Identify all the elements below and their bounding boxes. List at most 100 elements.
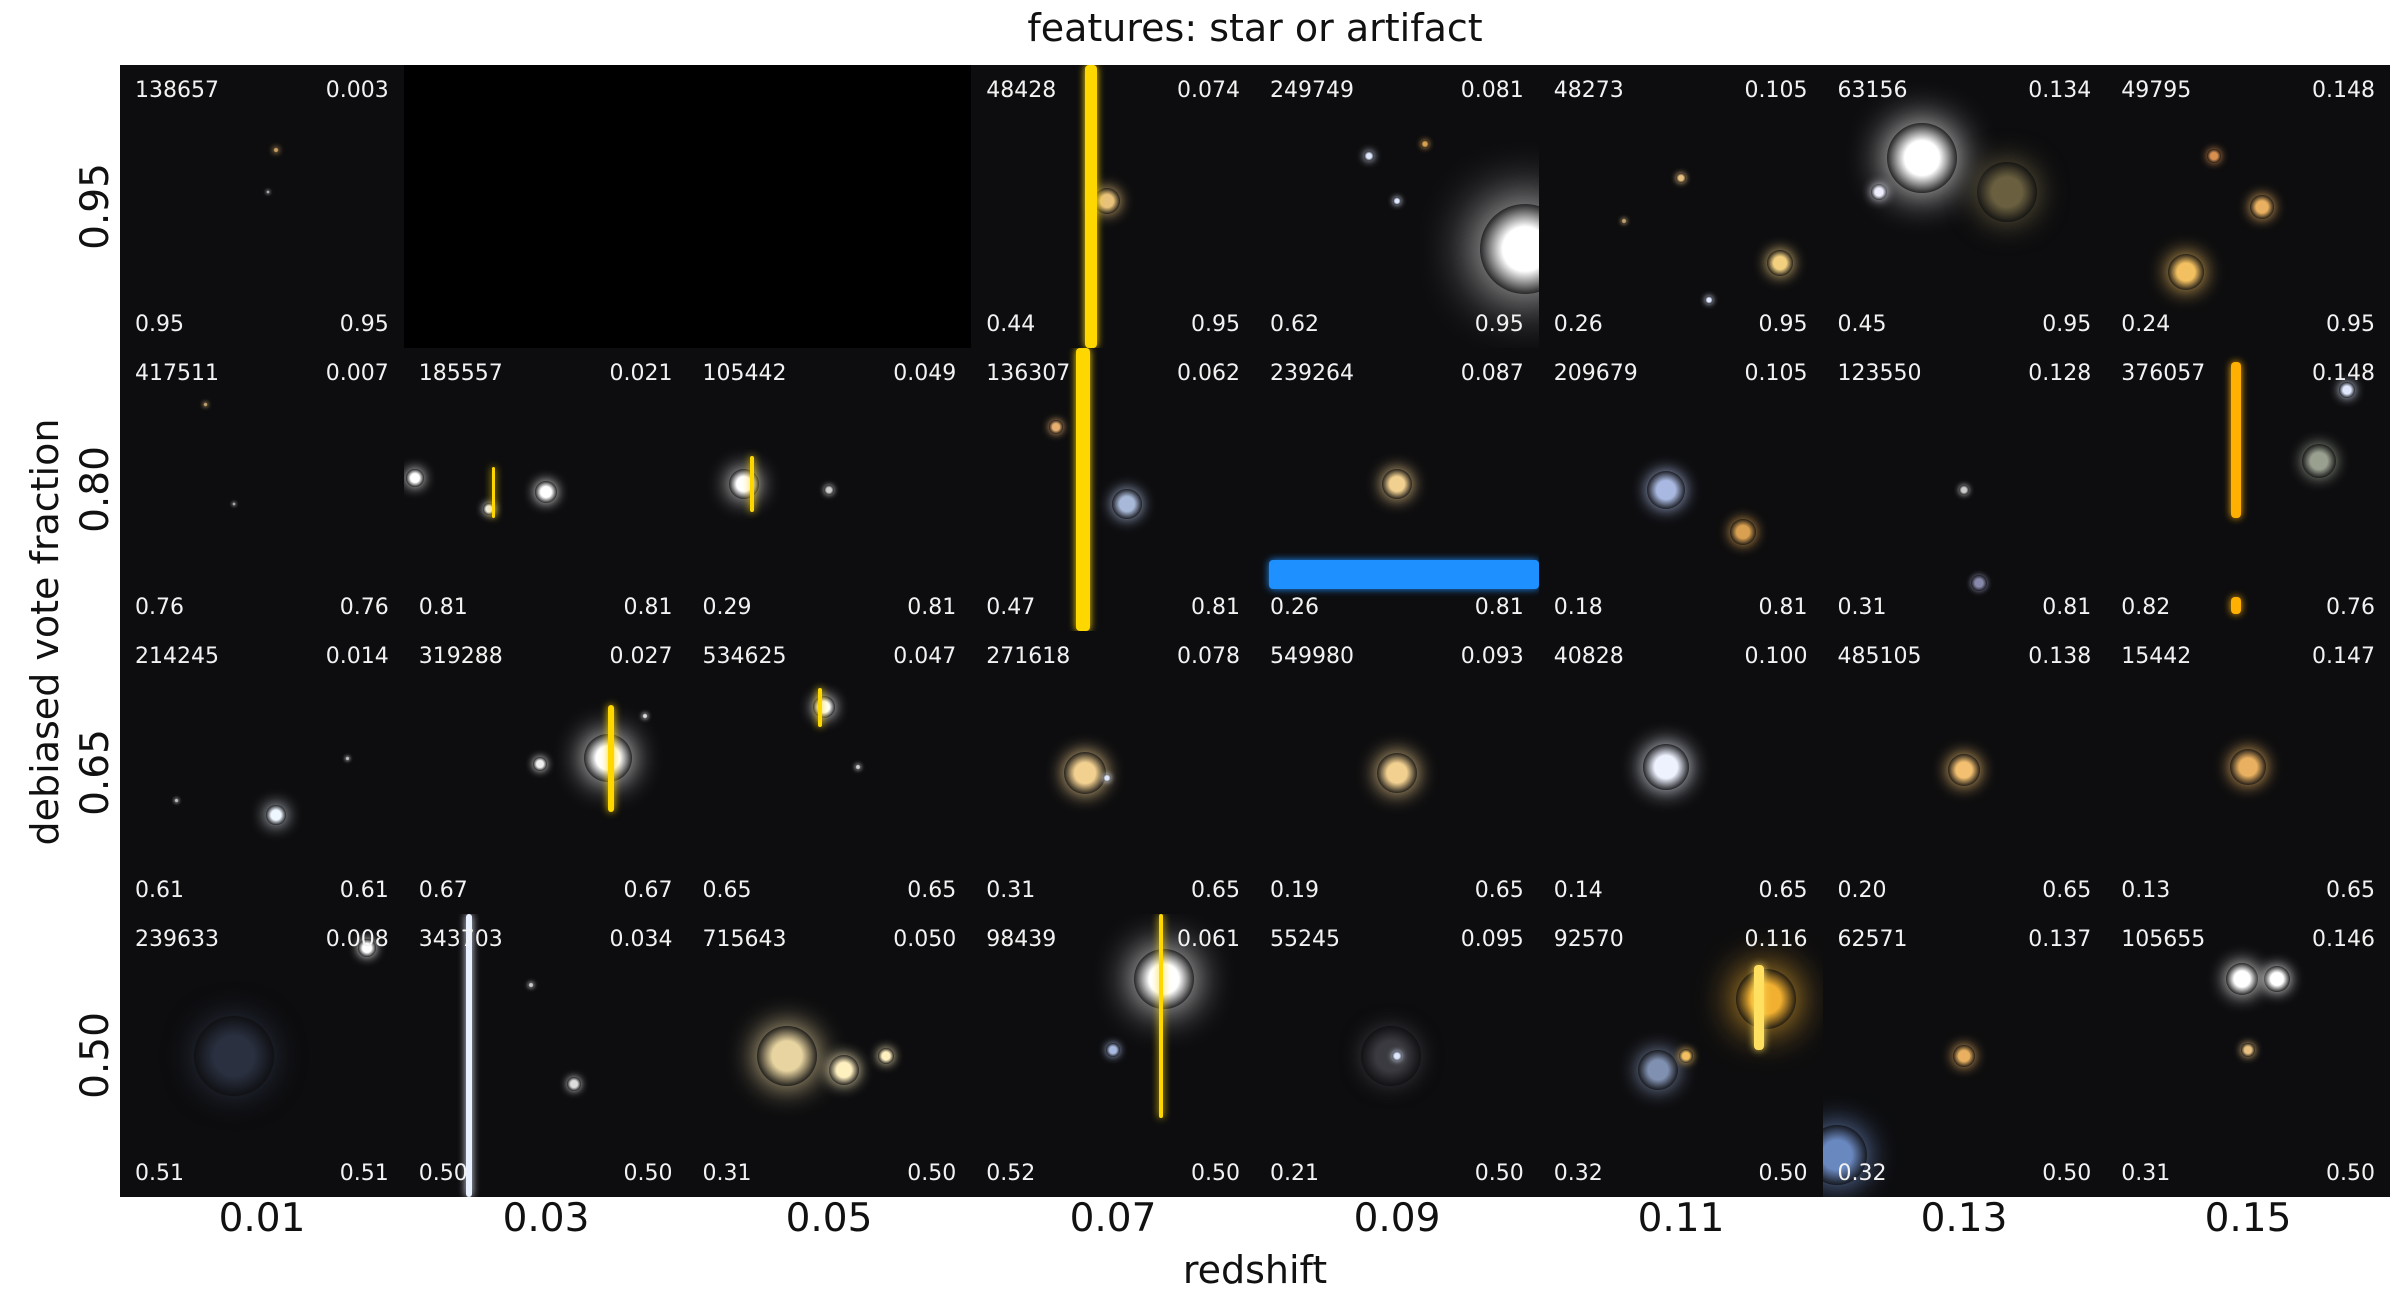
source-blob <box>202 402 208 408</box>
cutout-id-label: 15442 <box>2121 644 2192 669</box>
cutout-redshift-label: 0.003 <box>325 78 389 103</box>
artifact-streak <box>1269 560 1539 589</box>
galaxy-cutout: 62571 0.137 0.32 0.50 <box>1822 914 2107 1197</box>
galaxy-cutout: 485105 0.138 0.20 0.65 <box>1822 631 2107 914</box>
cutout-vote-label-right: 0.81 <box>1758 595 1808 620</box>
galaxy-cutout: 549980 0.093 0.19 0.65 <box>1255 631 1539 914</box>
cutout-vote-label-left: 0.31 <box>702 1161 752 1186</box>
artifact-streak <box>1754 964 1765 1050</box>
cutout-id-label: 105442 <box>702 361 787 386</box>
cutout-vote-label-left: 0.21 <box>1270 1161 1319 1186</box>
x-tick-7: 0.15 <box>2204 1196 2292 1241</box>
cutout-id-label: 549980 <box>1270 644 1354 669</box>
cutout-vote-label-left: 0.31 <box>986 878 1036 903</box>
source-blob <box>1970 574 1987 591</box>
galaxy-cutout: 319288 0.027 0.67 0.67 <box>403 631 688 914</box>
cutout-redshift-label: 0.105 <box>1744 361 1808 386</box>
source-blob <box>528 981 535 988</box>
x-tick-1: 0.03 <box>502 1196 590 1241</box>
cutout-redshift-label: 0.093 <box>1460 644 1524 669</box>
source-blob <box>266 804 287 825</box>
source-blob <box>1643 743 1690 790</box>
galaxy-cutout: 98439 0.061 0.52 0.50 <box>971 914 1255 1197</box>
source-blob <box>824 484 835 495</box>
source-blob <box>854 763 861 770</box>
y-axis-label: debiased vote fraction <box>23 418 67 846</box>
cutout-vote-label-right: 0.81 <box>907 595 957 620</box>
cutout-redshift-label: 0.095 <box>1460 927 1524 952</box>
cutout-redshift-label: 0.116 <box>1744 927 1808 952</box>
cutout-vote-label-right: 0.67 <box>623 878 673 903</box>
cutout-id-label: 376057 <box>2121 361 2206 386</box>
cutout-redshift-label: 0.027 <box>609 644 673 669</box>
x-tick-labels: 0.01 0.03 0.05 0.07 0.09 0.11 0.13 0.15 <box>120 1196 2390 1246</box>
cutout-vote-label-left: 0.29 <box>702 595 752 620</box>
x-tick-5: 0.11 <box>1637 1196 1725 1241</box>
x-tick-3: 0.07 <box>1069 1196 1157 1241</box>
cutout-redshift-label: 0.074 <box>1177 78 1240 103</box>
source-blob <box>2167 253 2204 290</box>
source-blob <box>344 755 350 761</box>
y-tick-0: 0.95 <box>72 163 118 250</box>
cutout-vote-label-left: 0.44 <box>986 312 1036 337</box>
cutout-id-label: 123550 <box>1837 361 1922 386</box>
cutout-id-label: 715643 <box>702 927 787 952</box>
source-blob <box>2226 963 2259 996</box>
source-blob <box>174 798 180 804</box>
cutout-id-label: 63156 <box>1837 78 1908 103</box>
cutout-redshift-label: 0.138 <box>2028 644 2092 669</box>
galaxy-cutout: 123550 0.128 0.31 0.81 <box>1822 348 2107 631</box>
source-blob <box>641 712 648 719</box>
cutout-vote-label-left: 0.32 <box>1837 1161 1887 1186</box>
source-blob <box>828 1054 859 1085</box>
source-blob <box>1049 420 1064 435</box>
source-blob <box>1392 196 1401 205</box>
cutout-redshift-label: 0.087 <box>1460 361 1524 386</box>
cutout-vote-label-left: 0.13 <box>2121 878 2171 903</box>
cutout-vote-label-right: 0.65 <box>2042 878 2092 903</box>
cutout-vote-label-left: 0.24 <box>2121 312 2171 337</box>
source-blob <box>1730 518 1757 545</box>
cutout-redshift-label: 0.148 <box>2312 361 2375 386</box>
cutout-id-label: 98439 <box>986 927 1057 952</box>
x-tick-0: 0.01 <box>218 1196 306 1241</box>
artifact-streak <box>1158 914 1163 1118</box>
cutout-vote-label-right: 0.51 <box>339 1161 389 1186</box>
cutout-id-label: 209679 <box>1553 361 1638 386</box>
source-blob <box>1953 1044 1976 1067</box>
cutout-id-label: 185557 <box>418 361 503 386</box>
cutout-id-label: 319288 <box>418 644 503 669</box>
x-tick-2: 0.05 <box>785 1196 873 1241</box>
cutout-redshift-label: 0.008 <box>325 927 389 952</box>
source-blob <box>193 1015 274 1096</box>
source-blob <box>1637 1049 1678 1090</box>
cutout-redshift-label: 0.137 <box>2028 927 2092 952</box>
source-blob <box>1675 173 1686 184</box>
cutout-id-label: 249749 <box>1270 78 1354 103</box>
cutout-id-label: 214245 <box>135 644 219 669</box>
cutout-id-label: 138657 <box>135 78 219 103</box>
cutout-vote-label-left: 0.47 <box>986 595 1036 620</box>
artifact-streak <box>466 914 473 1197</box>
galaxy-cutout: 49795 0.148 0.24 0.95 <box>2106 65 2390 348</box>
cutout-vote-label-right: 0.65 <box>1758 878 1808 903</box>
source-blob <box>2339 382 2356 399</box>
source-blob <box>729 468 760 499</box>
galaxy-cutout: 271618 0.078 0.31 0.65 <box>971 631 1255 914</box>
source-blob <box>2263 966 2290 993</box>
artifact-streak <box>749 455 754 513</box>
x-tick-6: 0.13 <box>1920 1196 2008 1241</box>
cutout-vote-label-left: 0.26 <box>1553 312 1603 337</box>
source-blob <box>1886 123 1957 194</box>
source-blob <box>1976 162 2037 223</box>
galaxy-cutout: 136307 0.062 0.47 0.81 <box>971 348 1255 631</box>
cutout-vote-label-left: 0.19 <box>1270 878 1319 903</box>
source-blob <box>1647 470 1686 509</box>
empty-cutout <box>687 65 972 348</box>
cutout-vote-label-left: 0.67 <box>418 878 468 903</box>
y-tick-labels: 0.95 0.80 0.65 0.50 <box>66 65 126 1195</box>
cutout-vote-label-right: 0.95 <box>2042 312 2092 337</box>
cutout-id-label: 55245 <box>1270 927 1340 952</box>
cutout-id-label: 136307 <box>986 361 1071 386</box>
cutout-vote-label-right: 0.95 <box>1191 312 1240 337</box>
